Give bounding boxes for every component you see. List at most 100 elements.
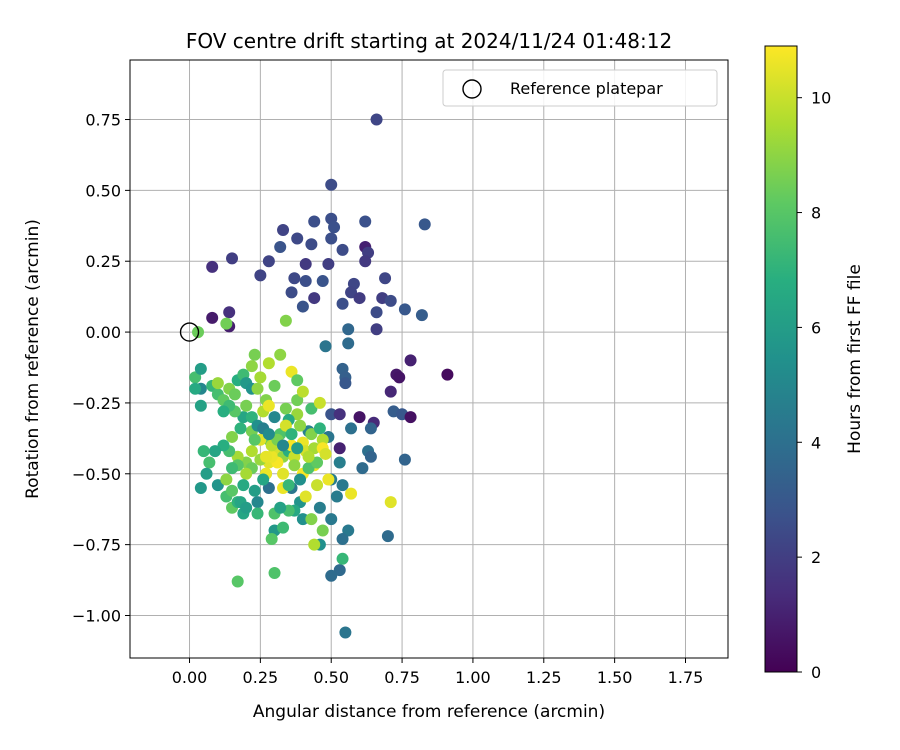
scatter-point (274, 501, 287, 514)
scatter-point (384, 496, 397, 509)
scatter-point (322, 473, 335, 486)
scatter-point (316, 433, 329, 446)
scatter-point (384, 294, 397, 307)
y-tick-label: 0.00 (85, 323, 121, 342)
scatter-point (291, 394, 304, 407)
scatter-point (322, 258, 335, 271)
scatter-point (336, 479, 349, 492)
scatter-point (288, 272, 301, 285)
scatter-point (294, 419, 307, 432)
scatter-point (308, 292, 321, 305)
scatter-point (345, 422, 358, 435)
scatter-point (226, 462, 239, 475)
scatter-point (353, 292, 366, 305)
scatter-point (245, 360, 258, 373)
scatter-point (197, 445, 210, 458)
scatter-point (189, 371, 202, 384)
scatter-point (330, 490, 343, 503)
legend-marker (462, 79, 482, 99)
scatter-point (240, 501, 253, 514)
colorbar-tick-label: 8 (811, 204, 821, 223)
scatter-point (308, 538, 321, 551)
y-tick-label: 0.25 (85, 252, 121, 271)
scatter-point (277, 224, 290, 237)
scatter-point (319, 340, 332, 353)
scatter-point (277, 467, 290, 480)
scatter-point (268, 411, 281, 424)
scatter-point (305, 513, 318, 526)
colorbar-tick-label: 0 (811, 663, 821, 682)
scatter-point (364, 450, 377, 463)
scatter-point (226, 484, 239, 497)
scatter-point (370, 306, 383, 319)
y-tick-label: −0.75 (72, 536, 121, 555)
scatter-point (211, 377, 224, 390)
colorbar-gradient (764, 45, 798, 673)
scatter-point (302, 462, 315, 475)
colorbar-label: Hours from first FF file (845, 264, 865, 454)
scatter-point (223, 306, 236, 319)
grid-lines (130, 60, 728, 658)
scatter-point (336, 243, 349, 256)
scatter-point (353, 411, 366, 424)
scatter-point (333, 442, 346, 455)
scatter-point (398, 303, 411, 316)
scatter-point (381, 530, 394, 543)
scatter-point (279, 402, 292, 415)
scatter-point (279, 419, 292, 432)
scatter-point (333, 564, 346, 577)
scatter-point (237, 411, 250, 424)
y-tick-label: −1.00 (72, 606, 121, 625)
scatter-point (194, 362, 207, 375)
scatter-point (296, 300, 309, 313)
scatter-point (333, 408, 346, 421)
scatter-point (194, 481, 207, 494)
scatter-point (291, 408, 304, 421)
y-tick-label: 0.50 (85, 181, 121, 200)
scatter-point (251, 382, 264, 395)
scatter-point (245, 411, 258, 424)
scatter-point (319, 447, 332, 460)
scatter-point (220, 317, 233, 330)
scatter-point (302, 450, 315, 463)
scatter-point (418, 218, 431, 231)
scatter-point (265, 532, 278, 545)
scatter-point (404, 411, 417, 424)
scatter-points (189, 113, 454, 639)
x-tick-label: 0.00 (172, 668, 208, 687)
scatter-point (277, 521, 290, 534)
scatter-point (262, 481, 275, 494)
scatter-point (288, 459, 301, 472)
scatter-point (333, 456, 346, 469)
scatter-point (291, 442, 304, 455)
scatter-point (359, 255, 372, 268)
scatter-point (313, 422, 326, 435)
x-axis-label: Angular distance from reference (arcmin) (253, 702, 605, 722)
scatter-point (251, 496, 264, 509)
scatter-point (231, 575, 244, 588)
scatter-point (291, 232, 304, 245)
x-tick-label: 1.25 (526, 668, 562, 687)
colorbar-ticks: 0 2 4 6 8 10 (797, 89, 831, 682)
scatter-point (277, 439, 290, 452)
colorbar-tick-label: 10 (811, 89, 831, 108)
scatter-point (379, 272, 392, 285)
scatter-point (370, 323, 383, 336)
scatter-point (308, 215, 321, 228)
scatter-point (336, 297, 349, 310)
scatter-point (254, 269, 267, 282)
y-tick-label: 0.75 (85, 111, 121, 130)
colorbar: 0 2 4 6 8 10 Hours from first FF file (764, 45, 865, 682)
scatter-point (231, 450, 244, 463)
scatter-point (299, 258, 312, 271)
scatter-point (217, 439, 230, 452)
scatter-point (339, 626, 352, 639)
scatter-point (305, 402, 318, 415)
scatter-point (415, 309, 428, 322)
scatter-point (296, 513, 309, 526)
y-axis-label: Rotation from reference (arcmin) (23, 219, 43, 499)
scatter-point (240, 467, 253, 480)
scatter-point (245, 445, 258, 458)
scatter-point (257, 473, 270, 486)
